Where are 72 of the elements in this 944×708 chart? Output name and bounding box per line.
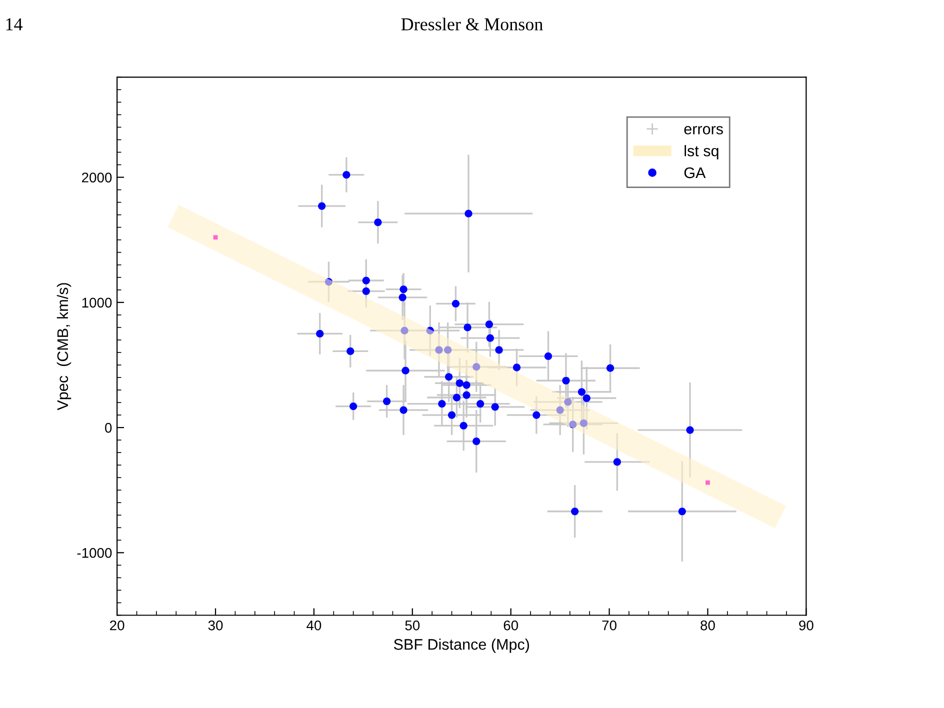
point: [562, 376, 570, 384]
point: [350, 402, 358, 410]
point: [452, 300, 460, 308]
legend-label: lst sq: [684, 145, 718, 160]
point: [402, 366, 410, 374]
point: [485, 320, 493, 328]
point: [398, 294, 406, 302]
x-tick-label: 70: [602, 620, 616, 630]
y-tick-label: -1000: [77, 548, 112, 558]
y-tick-label: 0: [105, 422, 112, 433]
point: [706, 480, 710, 485]
point: [400, 285, 408, 294]
point: [476, 400, 484, 408]
point: [362, 287, 370, 295]
point: [438, 400, 446, 408]
point: [400, 326, 408, 334]
point: [571, 508, 579, 516]
point: [556, 406, 564, 414]
point: [462, 391, 470, 399]
point: [213, 235, 218, 240]
point: [435, 346, 443, 354]
x-tick-label: 30: [208, 620, 223, 630]
y-tick-label: 1000: [82, 298, 112, 308]
point: [452, 394, 460, 402]
y-axis-title: Vpec (CMB, km/s): [56, 283, 72, 410]
x-tick-label: 50: [405, 620, 420, 630]
point: [495, 346, 503, 354]
point: [374, 218, 382, 226]
x-tick-label: 20: [110, 620, 124, 630]
point: [486, 334, 494, 342]
point: [316, 330, 324, 338]
x-tick-label: 80: [700, 620, 715, 630]
point: [606, 364, 614, 372]
point: [464, 324, 472, 332]
point: [580, 419, 588, 427]
point: [426, 326, 434, 334]
point: [400, 406, 408, 414]
text: Dressler & Monson: [401, 18, 543, 30]
point: [324, 278, 333, 286]
point: [464, 210, 472, 218]
point: [613, 458, 621, 466]
text: 14: [6, 18, 22, 30]
y-tick-label: 2000: [82, 172, 112, 182]
point: [382, 397, 391, 406]
point: [578, 388, 586, 396]
point: [472, 438, 480, 446]
point: [318, 202, 326, 210]
legend-label: errors: [684, 126, 723, 134]
point: [544, 352, 552, 360]
x-tick-label: 40: [306, 620, 322, 630]
point: [686, 426, 694, 434]
point: [564, 398, 572, 406]
point: [456, 379, 464, 387]
point: [512, 364, 521, 372]
point: [582, 394, 590, 402]
point: [444, 346, 452, 354]
point: [448, 411, 456, 419]
point: [445, 373, 453, 381]
point: [532, 411, 540, 419]
legend-label: GA: [684, 167, 706, 178]
point: [491, 403, 499, 411]
point: [569, 420, 577, 428]
x-axis-title: SBF Distance (Mpc): [394, 638, 530, 653]
x-tick-label: 60: [504, 620, 518, 630]
point: [460, 422, 468, 430]
point: [346, 347, 354, 356]
point: [678, 508, 686, 516]
point: [362, 276, 370, 284]
point: [472, 363, 480, 371]
x-tick-label: 90: [799, 620, 814, 630]
point: [342, 170, 350, 179]
point: [462, 381, 470, 389]
